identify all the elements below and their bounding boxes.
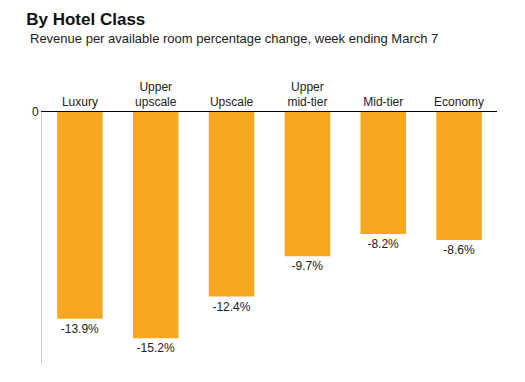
svg-text:-12.4%: -12.4% xyxy=(212,300,250,314)
svg-text:Revenue per available room per: Revenue per available room percentage ch… xyxy=(30,31,438,46)
svg-text:-8.2%: -8.2% xyxy=(367,237,399,251)
svg-text:Luxury: Luxury xyxy=(62,95,98,109)
svg-text:Mid-tier: Mid-tier xyxy=(363,95,403,109)
svg-text:-15.2%: -15.2% xyxy=(137,341,175,355)
svg-text:Upscale: Upscale xyxy=(210,95,254,109)
svg-text:By Hotel Class: By Hotel Class xyxy=(26,10,145,29)
svg-text:Upperupscale: Upperupscale xyxy=(135,80,177,110)
svg-text:-8.6%: -8.6% xyxy=(443,243,475,257)
svg-text:0: 0 xyxy=(32,105,39,119)
svg-text:-9.7%: -9.7% xyxy=(292,259,324,273)
svg-text:Uppermid-tier: Uppermid-tier xyxy=(287,80,327,110)
svg-text:Economy: Economy xyxy=(434,95,484,109)
svg-text:-13.9%: -13.9% xyxy=(61,322,99,336)
